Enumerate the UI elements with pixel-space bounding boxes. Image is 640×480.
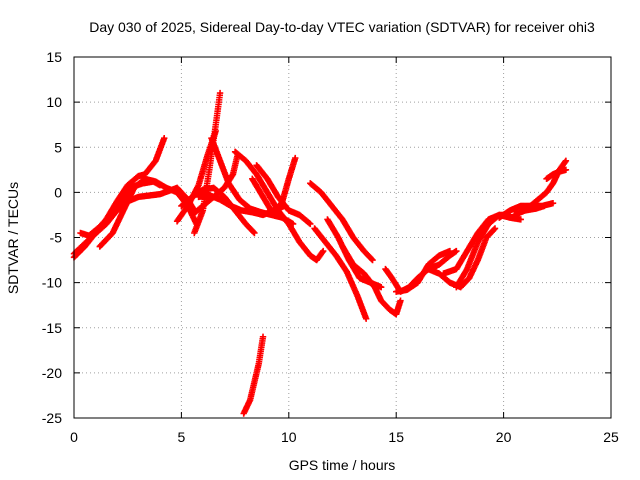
data-point [562, 166, 570, 174]
x-tick-label: 25 [603, 429, 619, 445]
y-tick-label: -10 [42, 275, 62, 291]
x-tick-label: 20 [496, 429, 512, 445]
chart-title: Day 030 of 2025, Sidereal Day-to-day VTE… [89, 19, 595, 35]
data-point [491, 225, 499, 232]
data-point [251, 229, 258, 237]
y-tick-label: -15 [42, 320, 62, 336]
y-tick-label: -5 [50, 230, 63, 246]
y-tick-label: -20 [42, 365, 62, 381]
series-arc-25 [543, 166, 570, 183]
x-tick-label: 0 [70, 429, 78, 445]
data-point [259, 333, 267, 340]
data-point [562, 157, 570, 164]
y-tick-label: 10 [46, 94, 62, 110]
data-point [307, 220, 314, 228]
y-tick-label: 0 [54, 184, 62, 200]
x-tick-label: 15 [388, 429, 404, 445]
data-point [397, 297, 404, 304]
series-arc-13 [253, 162, 314, 228]
grid [74, 57, 611, 418]
data-point [319, 247, 327, 255]
x-tick-label: 10 [281, 429, 297, 445]
data-point [490, 226, 498, 233]
data-point [362, 315, 370, 322]
data-point [250, 228, 257, 236]
data-point [453, 247, 460, 255]
data-point [368, 255, 375, 263]
y-tick-labels: -25 -20 -15 -10 -5 0 5 10 15 [42, 49, 62, 426]
x-tick-label: 5 [178, 429, 186, 445]
x-tick-labels: 0 5 10 15 20 25 [70, 429, 619, 445]
series-arc-11 [231, 148, 327, 264]
series-arc-16 [311, 225, 370, 322]
data-point [541, 202, 548, 210]
data-point [517, 216, 524, 223]
y-tick-label: 15 [46, 49, 62, 65]
series-arc-10 [188, 153, 241, 219]
data-point [549, 200, 557, 207]
data-point [292, 154, 299, 162]
data-point [377, 283, 385, 291]
series-arc-14 [307, 180, 376, 264]
series-arc-12 [249, 154, 299, 219]
y-axis-label: SDTVAR / TECUs [5, 182, 21, 294]
data-point [161, 135, 168, 142]
series-arc-17 [339, 243, 404, 318]
series-arc-26 [511, 202, 548, 219]
data-marks [70, 89, 570, 417]
axis-ticks [73, 56, 612, 419]
data-point [156, 181, 164, 189]
y-tick-label: 5 [54, 139, 62, 155]
x-axis-label: GPS time / hours [289, 457, 396, 473]
series-arc-27 [240, 333, 267, 417]
data-point [446, 247, 454, 255]
data-point [319, 248, 326, 256]
y-tick-label: -25 [42, 410, 62, 426]
series-arc-4 [77, 178, 164, 239]
data-point [561, 158, 569, 166]
data-point [216, 89, 224, 97]
data-point [369, 256, 376, 264]
